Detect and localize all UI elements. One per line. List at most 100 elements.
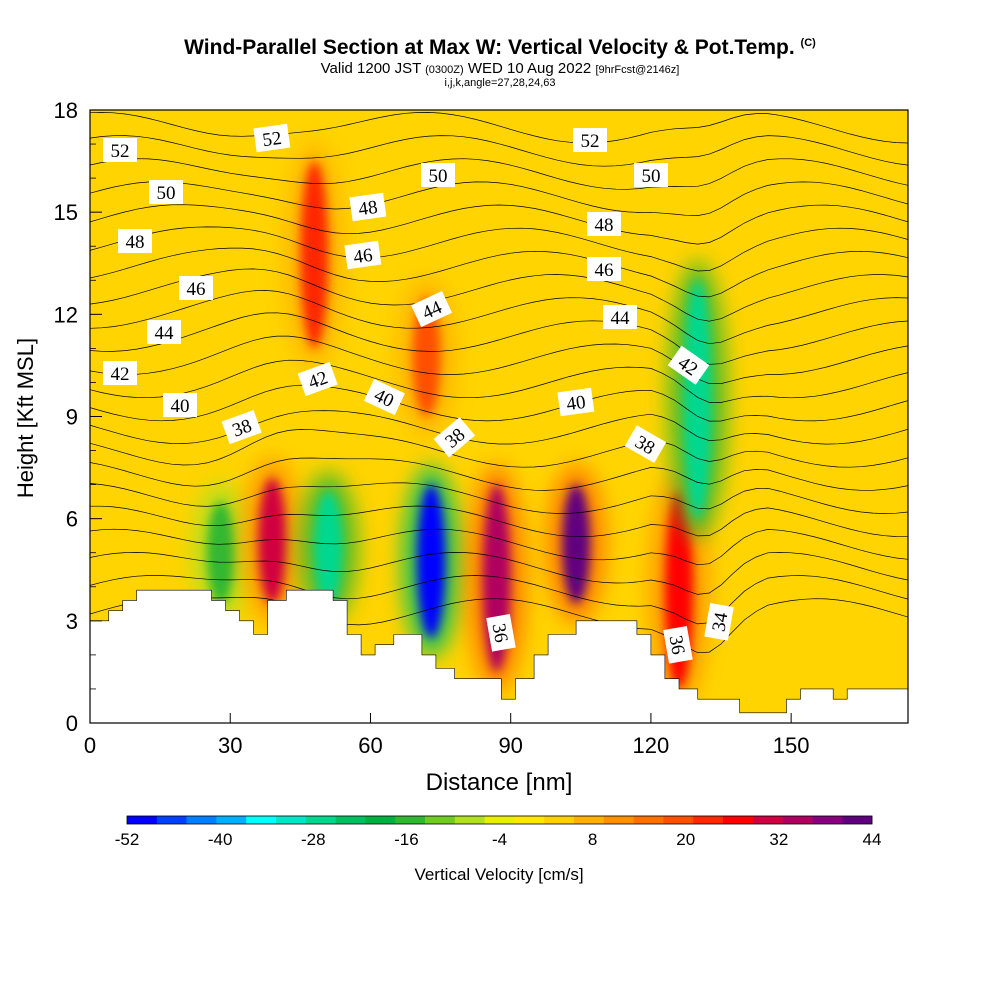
colorbar-swatch <box>305 816 336 824</box>
theta-isoline <box>90 290 908 345</box>
theta-label-text: 36 <box>665 634 689 656</box>
theta-label: 50 <box>421 163 455 187</box>
theta-label: 44 <box>411 291 453 328</box>
theta-label-text: 44 <box>611 308 631 329</box>
colorbar-swatch <box>544 816 575 824</box>
theta-label: 50 <box>634 163 668 187</box>
theta-isoline <box>90 135 908 167</box>
velocity-core-updraft <box>300 161 329 349</box>
theta-label: 44 <box>147 320 181 344</box>
colorbar-tick-label: -28 <box>301 830 326 849</box>
theta-label-text: 46 <box>187 279 206 300</box>
colorbar-swatch <box>246 816 277 824</box>
theta-isoline <box>90 429 908 468</box>
theta-label: 52 <box>573 128 607 152</box>
colorbar-swatch <box>216 816 247 824</box>
y-tick-label: 3 <box>66 609 78 634</box>
colorbar-label: Vertical Velocity [cm/s] <box>414 865 583 884</box>
theta-label-text: 48 <box>595 215 614 236</box>
velocity-core-downdraft <box>683 280 712 519</box>
theta-label: 36 <box>663 626 693 664</box>
colorbar-frame <box>126 815 873 825</box>
theta-isoline <box>90 226 908 272</box>
theta-isoline <box>90 204 908 245</box>
theta-label: 52 <box>253 123 291 153</box>
x-tick-label: 60 <box>358 733 382 758</box>
theta-label-text: 36 <box>488 622 512 644</box>
colorbar-swatch <box>335 816 366 824</box>
theta-label: 40 <box>557 387 595 417</box>
colorbar-swatch <box>603 816 634 824</box>
theta-isoline <box>90 158 908 190</box>
theta-label-text: 42 <box>111 364 130 385</box>
theta-label: 52 <box>103 138 137 162</box>
theta-label: 48 <box>349 192 387 222</box>
colorbar-swatch <box>752 816 783 824</box>
theta-label: 42 <box>103 361 137 385</box>
x-tick-label: 150 <box>773 733 810 758</box>
colorbar-tick-label: -16 <box>394 830 419 849</box>
theta-isoline <box>90 505 908 538</box>
colorbar: -52 -40 -28 -16 -4 8 20 32 44 <box>115 815 881 849</box>
colorbar-swatch <box>276 816 307 824</box>
theta-label-text: 50 <box>157 183 176 204</box>
x-axis: 0 30 60 90 120 150 <box>84 713 810 758</box>
theta-isoline <box>90 457 908 491</box>
theta-isoline <box>90 596 908 654</box>
theta-isoline <box>90 359 908 403</box>
y-axis: 0 3 6 9 12 15 18 <box>54 98 102 736</box>
x-tick-label: 90 <box>498 733 522 758</box>
colorbar-swatch <box>842 816 873 824</box>
theta-label: 44 <box>603 305 637 329</box>
velocity-core-updraft <box>258 477 287 604</box>
theta-label: 50 <box>149 180 183 204</box>
theta-isoline <box>90 181 908 216</box>
chart-subtitle: Valid 1200 JST (0300Z) WED 10 Aug 2022 [… <box>320 60 680 77</box>
colorbar-swatch <box>454 816 485 824</box>
theta-label-text: 50 <box>429 166 448 187</box>
colorbar-tick-label: 8 <box>588 830 597 849</box>
theta-isoline <box>90 410 908 445</box>
theta-label: 36 <box>486 614 516 652</box>
theta-isoline <box>90 482 908 514</box>
theta-isoline <box>90 552 908 595</box>
colorbar-tick-label: -52 <box>115 830 140 849</box>
colorbar-swatch <box>663 816 694 824</box>
terrain <box>90 589 908 723</box>
colorbar-swatch <box>186 816 217 824</box>
theta-label-text: 48 <box>126 232 145 253</box>
colorbar-swatch <box>633 816 664 824</box>
theta-isoline <box>90 268 908 322</box>
theta-isoline <box>90 312 908 365</box>
theta-label-text: 52 <box>581 131 600 152</box>
colorbar-tick-label: 20 <box>676 830 695 849</box>
theta-label: 40 <box>163 393 197 417</box>
colorbar-swatch <box>514 816 545 824</box>
x-axis-label: Distance [nm] <box>426 769 573 796</box>
colorbar-tick-label: -40 <box>208 830 233 849</box>
velocity-core-updraft <box>562 484 591 604</box>
y-tick-label: 0 <box>66 711 78 736</box>
colorbar-tick-label: 32 <box>769 830 788 849</box>
theta-label-text: 40 <box>565 392 587 415</box>
colorbar-swatch <box>782 816 813 824</box>
theta-label: 46 <box>179 276 213 300</box>
colorbar-swatch <box>723 816 754 824</box>
colorbar-swatch <box>127 816 158 824</box>
theta-label-text: 48 <box>357 197 379 220</box>
theta-isoline <box>90 247 908 298</box>
copyright-mark: (C) <box>800 37 816 49</box>
x-tick-label: 30 <box>218 733 242 758</box>
theta-label-text: 52 <box>261 128 283 151</box>
x-tick-label: 120 <box>633 733 670 758</box>
theta-label: 48 <box>118 229 152 253</box>
colorbar-swatch <box>156 816 187 824</box>
theta-label: 46 <box>344 240 382 270</box>
theta-isoline <box>90 112 908 144</box>
chart-subtitle-ijk: i,j,k,angle=27,28,24,63 <box>444 77 556 89</box>
theta-isoline <box>90 575 908 625</box>
y-tick-label: 9 <box>66 405 78 430</box>
